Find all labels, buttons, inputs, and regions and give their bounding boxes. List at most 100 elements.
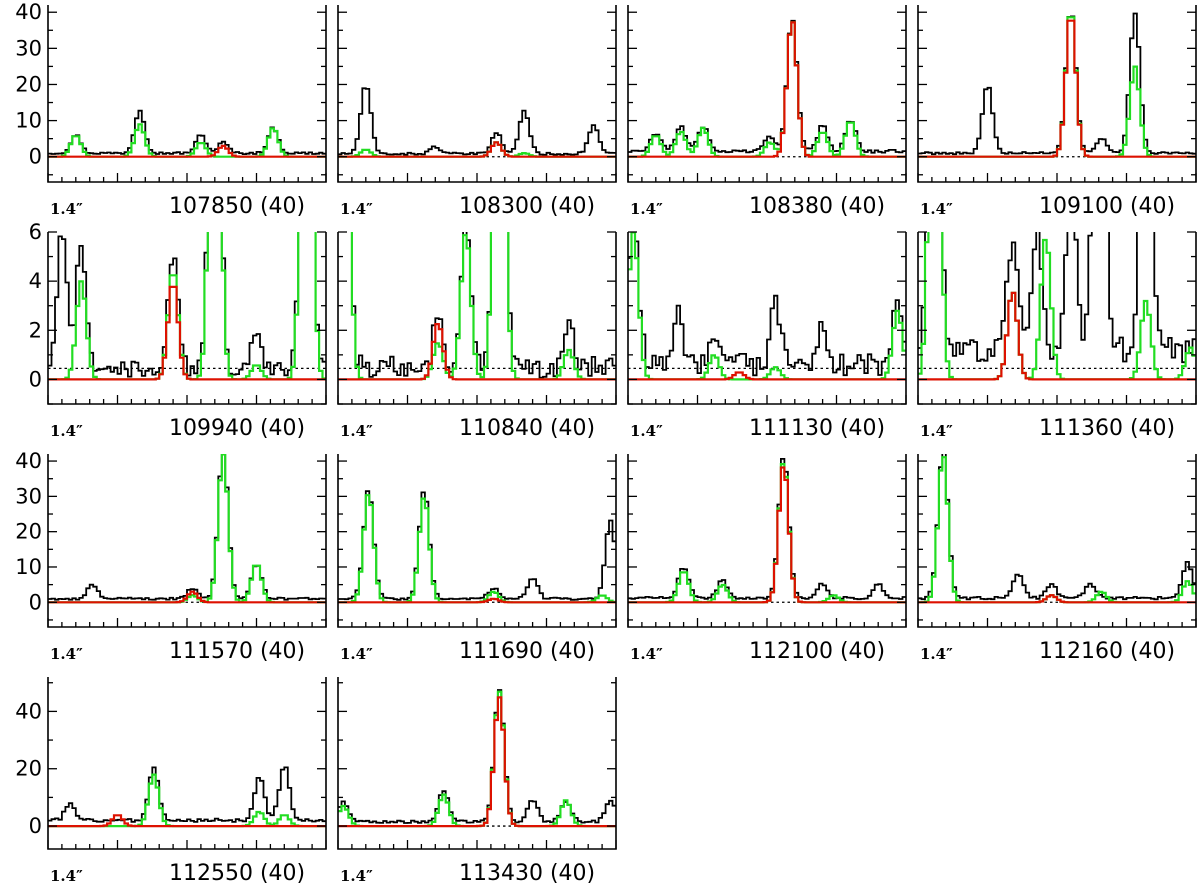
resolution-label: 1.4″ <box>920 645 953 663</box>
model-target-species <box>628 466 906 604</box>
model-target-species <box>338 323 616 381</box>
panel-112550: 0 20 40 1.4″ 112550 (40) <box>15 677 327 886</box>
frequency-label: 112100 (40) <box>749 639 885 664</box>
model-target-species <box>918 19 1196 158</box>
resolution-label: 1.4″ <box>630 200 663 218</box>
model-all-species <box>918 16 1196 158</box>
observed-spectrum <box>48 766 326 823</box>
observed-spectrum <box>338 689 616 824</box>
model-target-species <box>338 141 616 158</box>
resolution-label: 1.4″ <box>50 422 83 440</box>
panel-108380: 1.4″ 108380 (40) <box>627 5 907 219</box>
panel-frame <box>337 454 617 628</box>
frequency-label: 111570 (40) <box>169 639 305 664</box>
frequency-label: 107850 (40) <box>169 194 305 219</box>
observed-spectrum <box>338 490 616 601</box>
y-tick-label: 0 <box>29 590 42 614</box>
y-tick-label: 20 <box>15 520 42 544</box>
frequency-label: 109940 (40) <box>169 416 305 441</box>
model-all-species <box>918 456 1196 604</box>
model-target-species <box>48 285 326 381</box>
panel-112100: 1.4″ 112100 (40) <box>627 454 907 664</box>
panel-107850: 0 10 20 30 40 1.4″ 107850 (40) <box>15 0 327 219</box>
y-tick-label: 20 <box>15 757 42 781</box>
model-all-species <box>628 463 906 604</box>
observed-spectrum <box>48 232 326 378</box>
panel-110840: 1.4″ 110840 (40) <box>337 231 617 441</box>
y-tick-label: 0 <box>29 145 42 169</box>
panel-frame <box>47 677 327 850</box>
panel-frame <box>337 232 617 405</box>
frequency-label: 108300 (40) <box>459 194 595 219</box>
resolution-label: 1.4″ <box>50 645 83 663</box>
model-target-species <box>918 594 1196 604</box>
model-all-species <box>628 21 906 158</box>
observed-spectrum <box>918 12 1196 156</box>
resolution-label: 1.4″ <box>630 645 663 663</box>
panel-frame <box>47 454 327 628</box>
resolution-label: 1.4″ <box>340 422 373 440</box>
model-target-species <box>628 371 906 381</box>
resolution-label: 1.4″ <box>340 645 373 663</box>
y-tick-label: 6 <box>29 220 42 244</box>
model-target-species <box>628 21 906 158</box>
y-tick-label: 2 <box>29 318 42 342</box>
model-target-species <box>918 291 1196 381</box>
panel-111570: 0 10 20 30 40 1.4″ 111570 (40) <box>15 449 327 664</box>
model-target-species <box>48 814 326 828</box>
frequency-label: 108380 (40) <box>749 194 885 219</box>
panel-112160: 1.4″ 112160 (40) <box>917 454 1197 664</box>
y-tick-label: 10 <box>15 109 42 133</box>
y-tick-label: 30 <box>15 36 42 60</box>
panel-109940: 0 2 4 6 1.4″ 109940 (40) <box>29 220 327 441</box>
model-target-species <box>338 597 616 604</box>
resolution-label: 1.4″ <box>920 422 953 440</box>
model-target-species <box>48 590 326 604</box>
resolution-label: 1.4″ <box>50 867 83 885</box>
frequency-label: 109100 (40) <box>1039 194 1175 219</box>
frequency-label: 112160 (40) <box>1039 639 1175 664</box>
resolution-label: 1.4″ <box>340 200 373 218</box>
frequency-label: 113430 (40) <box>459 861 595 886</box>
observed-spectrum <box>918 232 1196 364</box>
model-all-species <box>338 690 616 828</box>
panel-111130: 1.4″ 111130 (40) <box>627 231 907 441</box>
model-target-species <box>338 696 616 828</box>
model-all-species <box>918 232 1196 381</box>
y-tick-label: 0 <box>29 814 42 838</box>
y-tick-label: 0 <box>29 367 42 391</box>
model-target-species <box>48 144 326 158</box>
frequency-label: 110840 (40) <box>459 416 595 441</box>
y-tick-label: 40 <box>15 699 42 723</box>
y-tick-label: 40 <box>15 449 42 473</box>
frequency-label: 111130 (40) <box>749 416 885 441</box>
panel-113430: 1.4″ 113430 (40) <box>337 677 617 886</box>
observed-spectrum <box>338 87 616 156</box>
panel-109100: 1.4″ 109100 (40) <box>917 5 1197 219</box>
observed-spectrum <box>48 109 326 155</box>
y-tick-label: 10 <box>15 555 42 579</box>
panel-111690: 1.4″ 111690 (40) <box>337 454 617 664</box>
y-tick-label: 40 <box>15 0 42 24</box>
model-all-species <box>48 454 326 604</box>
observed-spectrum <box>48 454 326 601</box>
frequency-label: 111690 (40) <box>459 639 595 664</box>
model-all-species <box>350 232 616 381</box>
resolution-label: 1.4″ <box>630 422 663 440</box>
model-all-species <box>338 494 616 604</box>
panel-108300: 1.4″ 108300 (40) <box>337 5 617 219</box>
observed-spectrum <box>628 458 906 601</box>
resolution-label: 1.4″ <box>920 200 953 218</box>
frequency-label: 111360 (40) <box>1039 416 1175 441</box>
observed-spectrum <box>628 19 906 154</box>
y-tick-label: 30 <box>15 484 42 508</box>
observed-spectrum <box>628 232 906 377</box>
y-tick-label: 20 <box>15 72 42 96</box>
resolution-label: 1.4″ <box>340 867 373 885</box>
frequency-label: 112550 (40) <box>169 861 305 886</box>
panel-111360: 1.4″ 111360 (40) <box>917 231 1197 441</box>
y-tick-label: 4 <box>29 269 42 293</box>
resolution-label: 1.4″ <box>50 200 83 218</box>
observed-spectrum <box>351 232 616 379</box>
